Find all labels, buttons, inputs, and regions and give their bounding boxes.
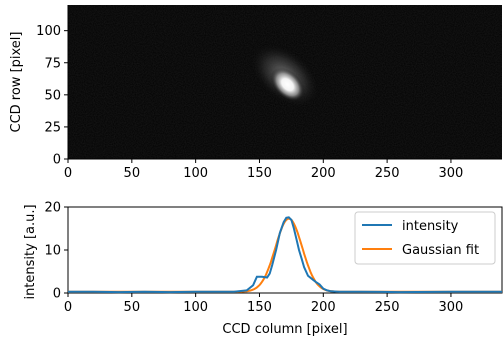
profile-x-tick-label-250: 250 [375, 300, 400, 315]
image-y-tick-label-100: 100 [36, 24, 61, 39]
legend: intensity Gaussian fit [354, 211, 496, 265]
legend-label-intensity: intensity [402, 219, 459, 234]
profile-x-ticks: 0 50 100 150 200 250 300 [64, 293, 463, 315]
image-y-axis-label: CCD row [pixel] [9, 32, 24, 133]
ccd-spot-core [270, 67, 305, 102]
image-x-tick-label-0: 0 [64, 166, 72, 181]
image-y-tick-label-0: 0 [53, 153, 61, 168]
image-x-tick-label-300: 300 [439, 166, 464, 181]
image-y-tick-label-50: 50 [44, 88, 61, 103]
profile-y-axis-label: intensity [a.u.] [23, 204, 38, 299]
series-intensity-line [68, 216, 502, 294]
profile-x-tick-label-200: 200 [311, 300, 336, 315]
profile-y-tick-label-10: 10 [44, 244, 61, 259]
image-x-tick-label-150: 150 [247, 166, 272, 181]
image-x-tick-label-50: 50 [124, 166, 141, 181]
profile-x-tick-label-150: 150 [247, 300, 272, 315]
image-x-ticks: 0 50 100 150 200 250 300 [64, 159, 463, 181]
profile-x-tick-label-50: 50 [124, 300, 141, 315]
legend-label-gaussian-fit: Gaussian fit [402, 243, 479, 258]
profile-x-tick-label-0: 0 [64, 300, 72, 315]
profile-x-tick-label-100: 100 [183, 300, 208, 315]
image-y-ticks: 0 25 50 75 100 [36, 24, 68, 168]
image-y-tick-label-25: 25 [44, 120, 61, 135]
image-x-tick-label-100: 100 [183, 166, 208, 181]
profile-x-axis-label: CCD column [pixel] [222, 322, 347, 337]
image-x-tick-label-250: 250 [375, 166, 400, 181]
profile-y-ticks: 0 10 20 [44, 201, 68, 302]
profile-panel: 0 50 100 150 200 250 300 0 10 20 intensity [a.u.… [23, 201, 503, 337]
image-panel: 0 50 100 150 200 250 300 0 25 50 75 100 CCD row [p… [9, 5, 502, 181]
profile-y-tick-label-20: 20 [44, 201, 61, 216]
profile-x-tick-label-300: 300 [439, 300, 464, 315]
image-x-tick-label-200: 200 [311, 166, 336, 181]
image-y-tick-label-75: 75 [44, 56, 61, 71]
profile-y-tick-label-0: 0 [53, 287, 61, 302]
